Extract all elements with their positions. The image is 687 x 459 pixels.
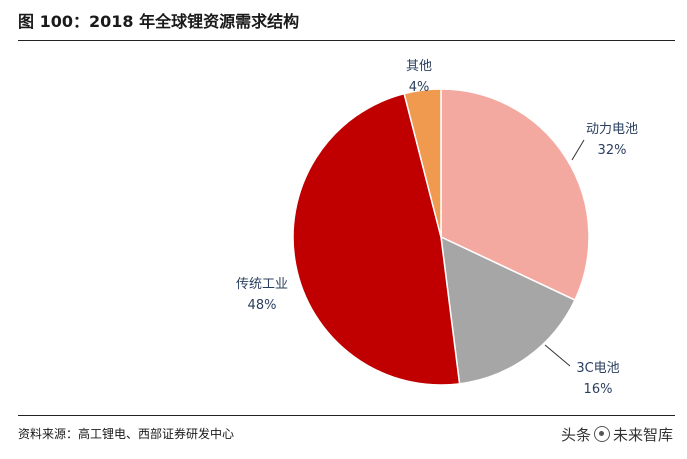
slice-value-label: 4% <box>409 80 430 95</box>
pie-slice-3 <box>292 92 461 386</box>
source-note: 资料来源：高工锂电、西部证券研发中心 <box>18 427 235 441</box>
slice-name-label: 3C电池 <box>576 361 619 376</box>
watermark-left: 头条 <box>560 426 591 444</box>
leader-line-2 <box>544 344 571 367</box>
page-title: 图 100：2018 年全球锂资源需求结构 <box>18 12 300 31</box>
slice-name-label: 其他 <box>406 59 432 74</box>
slice-name-label: 动力电池 <box>586 122 638 137</box>
pie-labels: 动力电池 32% 3C电池 16% 传统工业 48% 其他 4% <box>236 59 638 397</box>
watermark-right: 未来智库 <box>612 426 673 444</box>
slice-value-label: 32% <box>598 143 627 158</box>
slice-value-label: 16% <box>584 382 613 397</box>
watermark: 头条 未来智库 <box>561 424 673 445</box>
leader-line-1 <box>571 139 585 161</box>
title-divider <box>18 40 675 41</box>
slice-value-label: 48% <box>248 298 277 313</box>
camera-icon <box>593 426 610 442</box>
pie-slice-4 <box>403 88 442 238</box>
footer-divider <box>18 415 675 416</box>
slice-name-label: 传统工业 <box>236 277 288 292</box>
pie-slice-2 <box>440 235 576 385</box>
pie-slices <box>292 88 590 386</box>
pie-slice-1 <box>440 88 590 302</box>
